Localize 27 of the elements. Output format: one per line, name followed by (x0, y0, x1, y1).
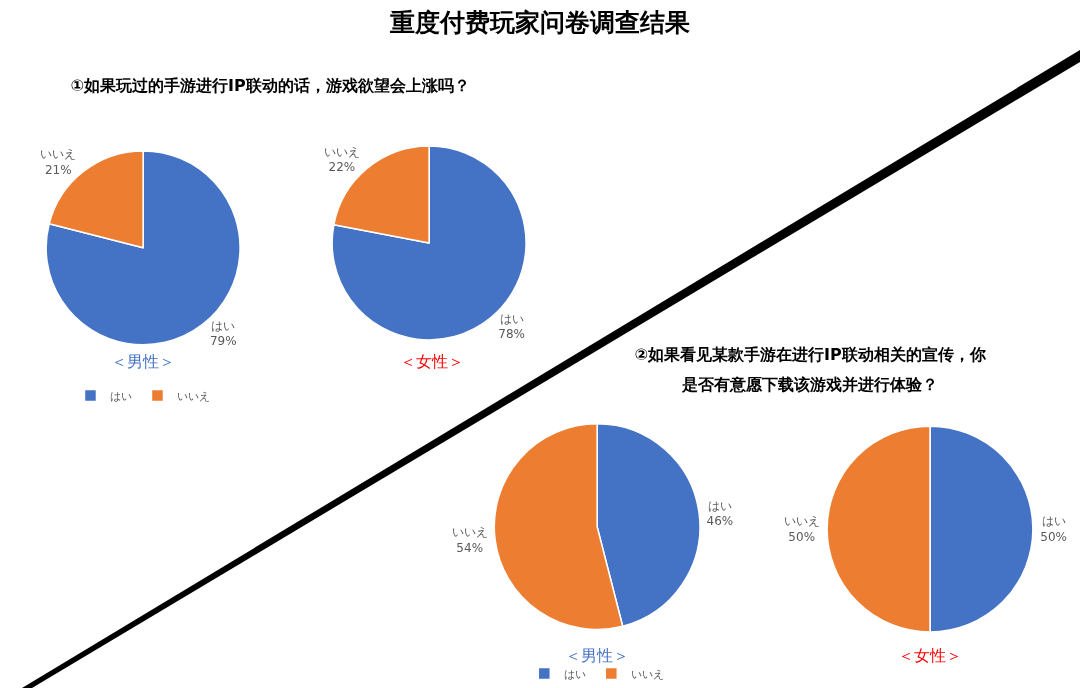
text: ＜女性＞ (399, 352, 465, 373)
data-label: 79% (209, 334, 237, 349)
data-label: 50% (788, 529, 816, 544)
slice-label: はい (707, 498, 732, 513)
slice-label: いいえ (323, 144, 360, 159)
slice-label: はい (499, 311, 524, 326)
text: ＜女性＞ (897, 646, 963, 667)
text: ②如果看见某款手游在进行IP联动相关的宣传，你是否有意愿下载该游戏并进行体验？ (633, 344, 987, 396)
legend-label: はい (564, 667, 587, 681)
text: ＜男性＞ (110, 352, 176, 373)
data-label: 54% (456, 540, 484, 555)
slice-label: いいえ (783, 514, 820, 529)
slice-label: いいえ (40, 147, 77, 162)
text: ＜男性＞ (564, 646, 630, 667)
data-label: 46% (706, 514, 734, 529)
data-label: 22% (328, 160, 356, 175)
data-label: 21% (44, 162, 72, 177)
text: 重度付费玩家问卷调查结果 (389, 7, 691, 39)
chart-subtitle: ①如果玩过的手游进行IP联动的话，游戏欲望会上涨吗？ (69, 76, 471, 97)
legend-label: いいえ (177, 389, 211, 403)
slice-label: はい (1041, 514, 1066, 529)
slice-label: はい (211, 318, 236, 333)
legend-label: はい (110, 389, 133, 403)
data-label: 50% (1040, 529, 1067, 544)
slice-label: いいえ (451, 524, 488, 539)
legend-label: いいえ (631, 667, 665, 681)
data-label: 78% (498, 327, 525, 342)
